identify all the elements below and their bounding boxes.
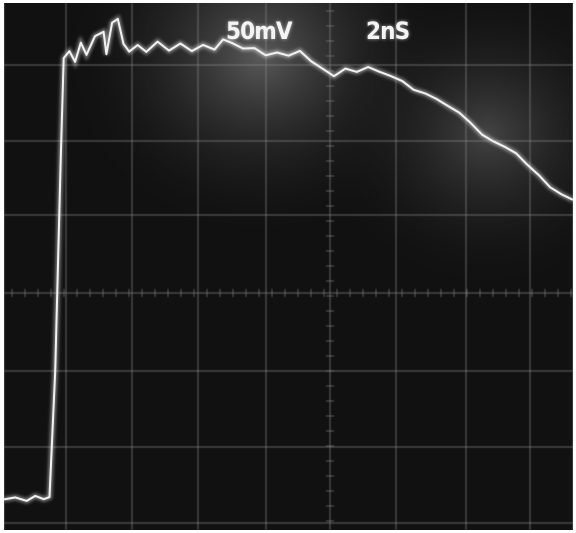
signal-trace [4, 17, 573, 502]
time-per-division-label: 2nS [366, 17, 410, 45]
graticule-grid [4, 3, 573, 530]
volts-per-division-label: 50mV [226, 17, 293, 45]
oscilloscope-screen: 50mV 2nS [4, 3, 573, 530]
oscilloscope-display [4, 3, 573, 530]
